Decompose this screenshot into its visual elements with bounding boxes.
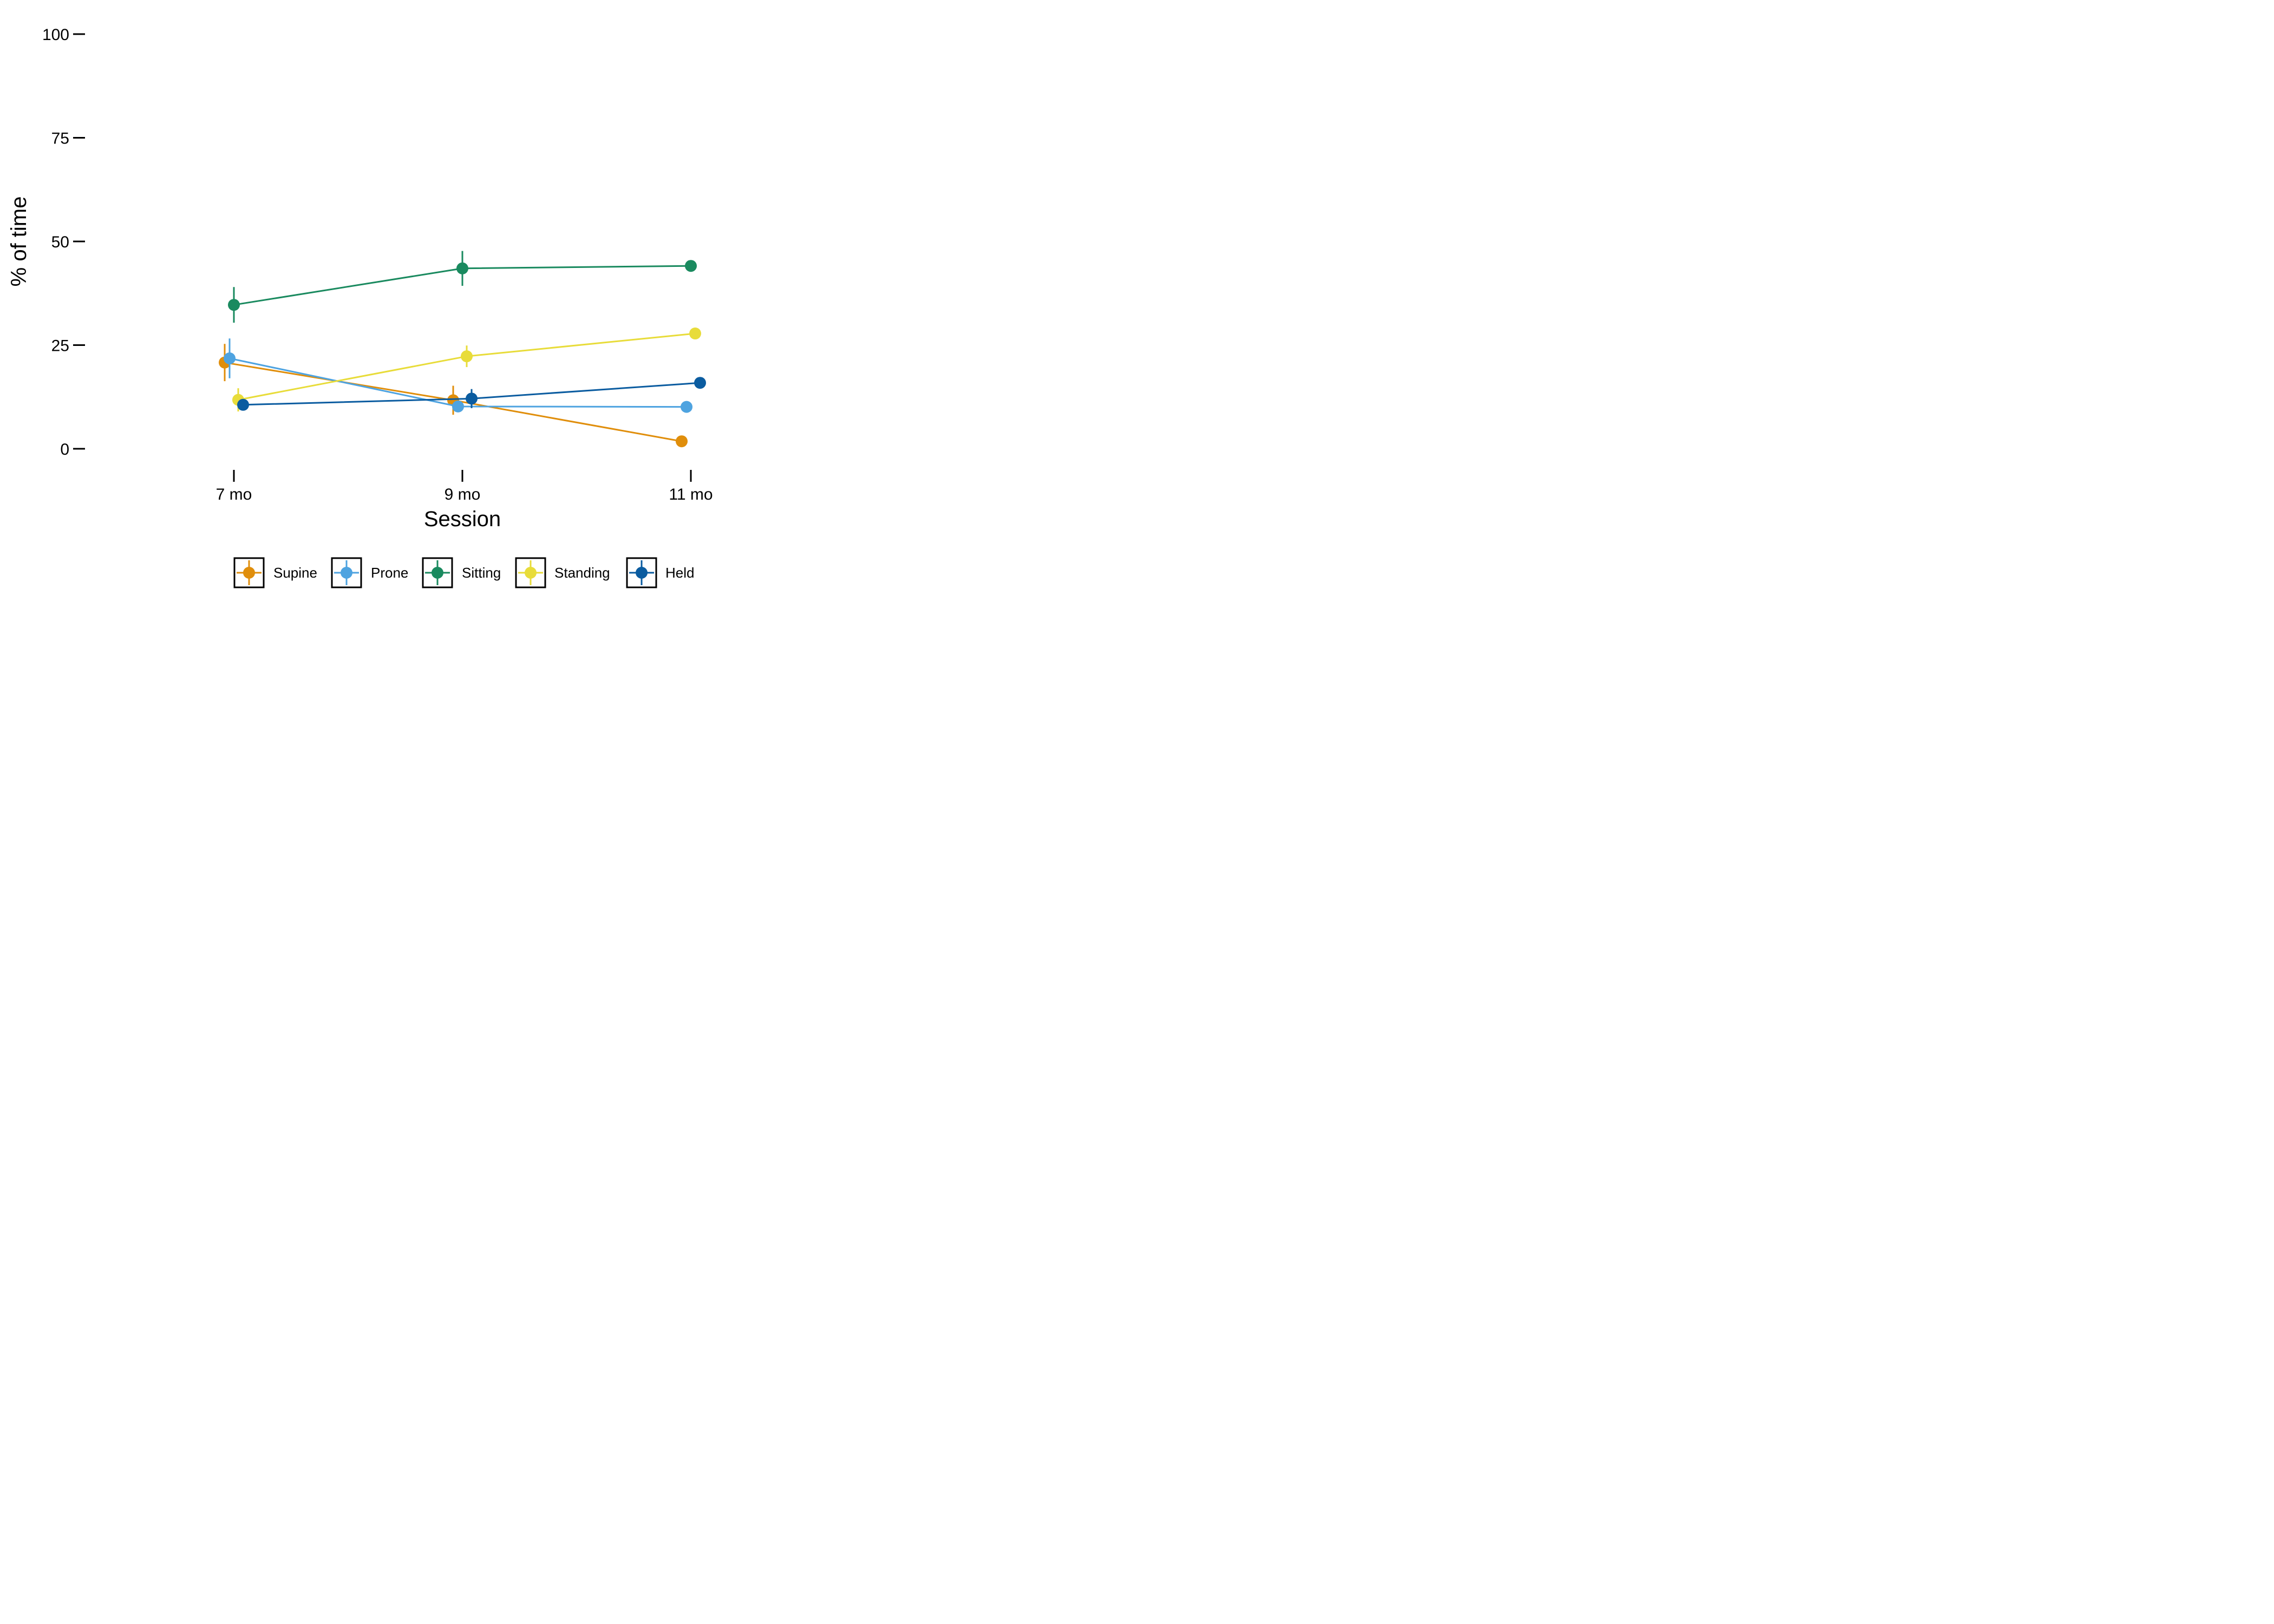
x-axis: 7 mo 9 mo 11 mo <box>216 470 713 503</box>
data-point <box>461 350 473 363</box>
line-chart: 0 25 50 75 100 7 mo 9 mo 11 mo % of time Sessi… <box>7 26 713 588</box>
legend-key-point <box>636 567 648 579</box>
legend-item-held: Held <box>626 557 694 588</box>
data-point <box>466 392 478 405</box>
y-axis-title: % of time <box>7 197 31 287</box>
x-tick-label: 9 mo <box>445 486 481 503</box>
x-axis-title: Session <box>424 507 501 531</box>
data-point <box>456 262 468 274</box>
legend-key-point <box>432 567 443 579</box>
series-prone <box>224 338 692 413</box>
data-point <box>685 260 697 272</box>
data-point <box>681 401 692 413</box>
legend-item-prone: Prone <box>331 557 408 588</box>
y-tick-label: 100 <box>42 26 69 44</box>
chart-container: 0 25 50 75 100 7 mo 9 mo 11 mo % of time Sessi… <box>0 0 845 603</box>
legend-label: Supine <box>273 565 317 581</box>
data-point <box>237 398 249 411</box>
legend-item-standing: Standing <box>515 557 610 588</box>
legend-label: Prone <box>371 565 408 581</box>
legend-label: Held <box>665 565 694 581</box>
legend-key-point <box>341 567 352 579</box>
y-tick-label: 0 <box>60 441 69 459</box>
y-axis: 0 25 50 75 100 <box>42 26 85 459</box>
y-tick-label: 75 <box>51 130 69 148</box>
legend-item-sitting: Sitting <box>422 557 501 588</box>
data-point <box>689 328 701 340</box>
legend-key-point <box>525 567 537 579</box>
legend-label: Standing <box>554 565 610 581</box>
series-sitting <box>228 251 697 323</box>
legend-key-point <box>243 567 255 579</box>
data-point <box>228 299 240 311</box>
series-supine <box>219 344 688 448</box>
plot-area <box>219 251 706 448</box>
data-point <box>694 377 706 389</box>
y-tick-label: 25 <box>51 337 69 355</box>
legend-item-supine: Supine <box>233 557 317 588</box>
x-tick-label: 7 mo <box>216 486 252 503</box>
legend-label: Sitting <box>462 565 501 581</box>
data-point <box>224 352 236 365</box>
data-point <box>452 400 464 412</box>
y-tick-label: 50 <box>51 233 69 251</box>
data-point <box>676 435 688 448</box>
series-held <box>237 377 706 411</box>
x-tick-label: 11 mo <box>669 486 713 503</box>
legend: Supine Prone Sitting Standing Held <box>233 557 694 588</box>
